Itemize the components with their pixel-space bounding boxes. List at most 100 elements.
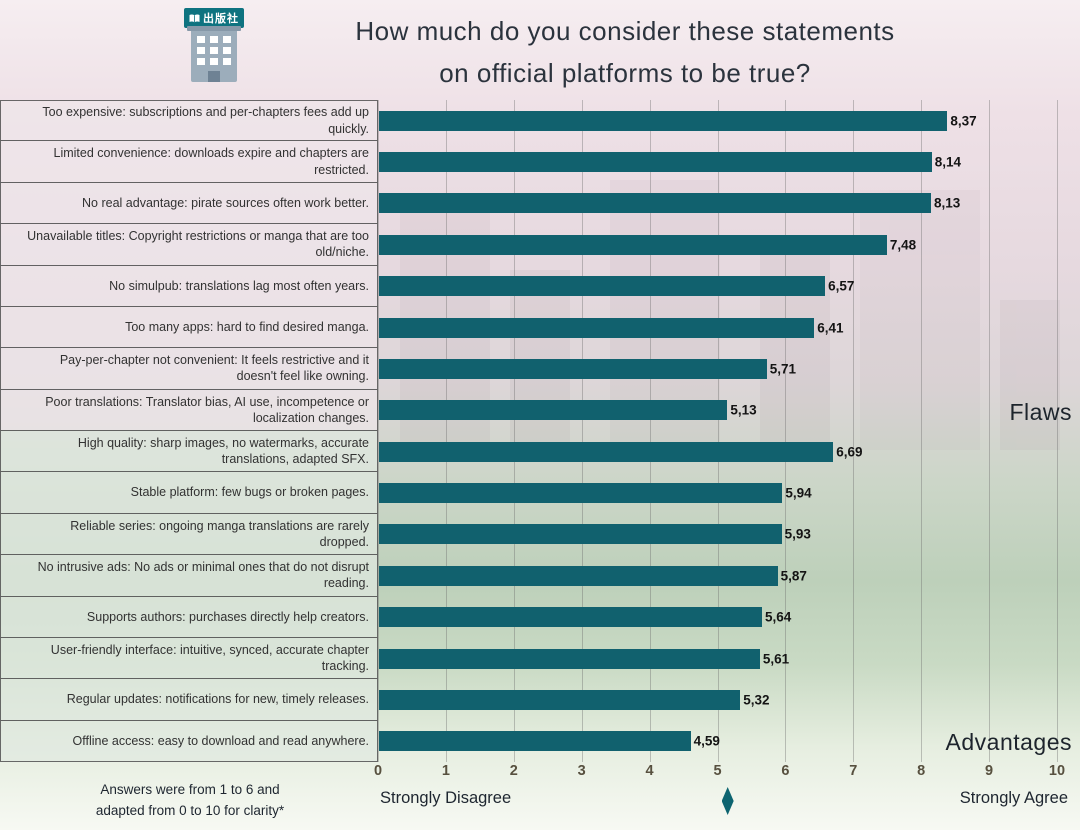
category-label: Unavailable titles: Copyright restrictio…	[0, 223, 378, 266]
bar	[379, 234, 887, 255]
row-plot-area: 5,32	[378, 679, 1080, 720]
gridline	[1057, 100, 1058, 762]
category-label: Regular updates: notifications for new, …	[0, 678, 378, 721]
value-label: 5,87	[780, 568, 807, 584]
publisher-logo: 出版社	[178, 8, 250, 87]
bar	[379, 441, 834, 462]
axis-tick: 9	[985, 763, 994, 779]
gridline	[513, 100, 515, 762]
chart-row: No simulpub: translations lag most often…	[0, 264, 1080, 307]
bar-rows: Too expensive: subscriptions and per-cha…	[0, 100, 1080, 762]
chart-row: Too many apps: hard to find desired mang…	[0, 305, 1080, 349]
publisher-tag: 出版社	[184, 8, 244, 28]
chart-title-line1: How much do you consider these statement…	[355, 16, 895, 46]
group-label-flaws: Flaws	[1009, 399, 1072, 425]
value-label: 7,48	[889, 237, 917, 253]
gridline	[649, 100, 651, 762]
row-plot-area: 6,69	[378, 431, 1080, 472]
category-label: User-friendly interface: intuitive, sync…	[0, 636, 378, 680]
chart-row: Unavailable titles: Copyright restrictio…	[0, 223, 1080, 266]
row-plot-area: 8,14	[378, 141, 1080, 182]
bar	[379, 648, 760, 669]
chart-row: Regular updates: notifications for new, …	[0, 678, 1080, 721]
group-label-advantages: Advantages	[945, 729, 1072, 755]
value-label: 6,69	[836, 444, 863, 460]
value-label: 5,93	[784, 526, 811, 542]
row-plot-area: 8,37	[378, 100, 1080, 141]
category-label: No intrusive ads: No ads or minimal ones…	[0, 554, 378, 597]
axis-tick: 2	[509, 763, 518, 779]
bar	[379, 524, 782, 545]
gridlines	[378, 100, 1058, 762]
chart-row: Offline access: easy to download and rea…	[0, 719, 1080, 762]
publisher-tag-text: 出版社	[203, 13, 239, 25]
category-label: Offline access: easy to download and rea…	[0, 719, 378, 762]
bar	[379, 731, 691, 752]
value-label: 5,61	[762, 651, 790, 667]
chart-row: User-friendly interface: intuitive, sync…	[0, 636, 1080, 680]
category-label: Supports authors: purchases directly hel…	[0, 595, 378, 638]
row-plot-area: 5,64	[378, 597, 1080, 638]
chart-header: How much do you consider these statement…	[170, 10, 1080, 94]
chart-row: Limited convenience: downloads expire an…	[0, 140, 1080, 183]
x-axis: 0 1 2 3 4 5 6 7 8 9 10	[374, 763, 1065, 783]
gridline	[989, 100, 991, 762]
category-label: Limited convenience: downloads expire an…	[0, 140, 378, 183]
bar	[379, 607, 762, 628]
bar	[379, 358, 767, 379]
footnote: Answers were from 1 to 6 and adapted fro…	[30, 780, 350, 822]
value-label: 8,13	[934, 195, 961, 211]
chart-title-line2: on official platforms to be true?	[439, 58, 811, 89]
category-label: Too expensive: subscriptions and per-cha…	[0, 100, 378, 142]
value-label: 8,14	[934, 154, 961, 170]
axis-tick: 3	[577, 763, 586, 779]
chart-row: No intrusive ads: No ads or minimal ones…	[0, 554, 1080, 597]
category-label: Stable platform: few bugs or broken page…	[0, 471, 378, 514]
bar	[379, 689, 741, 710]
bar	[379, 483, 783, 504]
category-label: Too many apps: hard to find desired mang…	[0, 305, 378, 349]
chart-row: Stable platform: few bugs or broken page…	[0, 471, 1080, 514]
axis-label-strongly-disagree: Strongly Disagree	[380, 789, 512, 807]
gridline	[717, 100, 719, 762]
row-plot-area: 5,71	[378, 348, 1080, 389]
bar	[379, 276, 826, 297]
footnote-line2: adapted from 0 to 10 for clarity*	[95, 802, 285, 818]
bar	[379, 565, 778, 586]
category-label: Pay-per-chapter not convenient: It feels…	[0, 347, 378, 390]
axis-end-labels: Strongly Disagree Strongly Agree	[378, 789, 1068, 813]
publisher-building-icon	[178, 26, 250, 87]
category-label: No real advantage: pirate sources often …	[0, 181, 378, 225]
bar	[379, 110, 948, 131]
gridline	[785, 100, 787, 762]
axis-tick: 0	[373, 763, 383, 779]
bar	[379, 400, 728, 421]
axis-tick: 6	[781, 763, 790, 779]
chart-row: No real advantage: pirate sources often …	[0, 181, 1080, 225]
row-plot-area: 5,87	[378, 555, 1080, 596]
axis-label-strongly-agree: Strongly Agree	[959, 789, 1068, 807]
value-label: 6,57	[828, 278, 855, 294]
gridline	[581, 100, 583, 762]
value-label: 5,94	[785, 485, 812, 501]
row-plot-area: 5,94	[378, 472, 1080, 513]
row-plot-area: 8,13	[378, 183, 1080, 224]
row-plot-area: 5,61	[378, 638, 1080, 679]
axis-tick: 8	[917, 763, 926, 779]
gridline	[853, 100, 855, 762]
midpoint-diamond-marker	[721, 787, 734, 815]
chart-row: Too expensive: subscriptions and per-cha…	[0, 100, 1080, 142]
axis-tick: 1	[441, 763, 450, 779]
chart-row: High quality: sharp images, no watermark…	[0, 430, 1080, 473]
bar	[379, 152, 932, 173]
value-label: 5,13	[730, 402, 757, 418]
value-label: 8,37	[950, 113, 977, 129]
row-plot-area: 6,41	[378, 307, 1080, 348]
chart-row: Poor translations: Translator bias, AI u…	[0, 388, 1080, 431]
axis-tick: 5	[713, 763, 722, 779]
category-label: No simulpub: translations lag most often…	[0, 264, 378, 307]
bar	[379, 317, 815, 338]
category-label: High quality: sharp images, no watermark…	[0, 430, 378, 473]
book-icon	[189, 14, 200, 22]
